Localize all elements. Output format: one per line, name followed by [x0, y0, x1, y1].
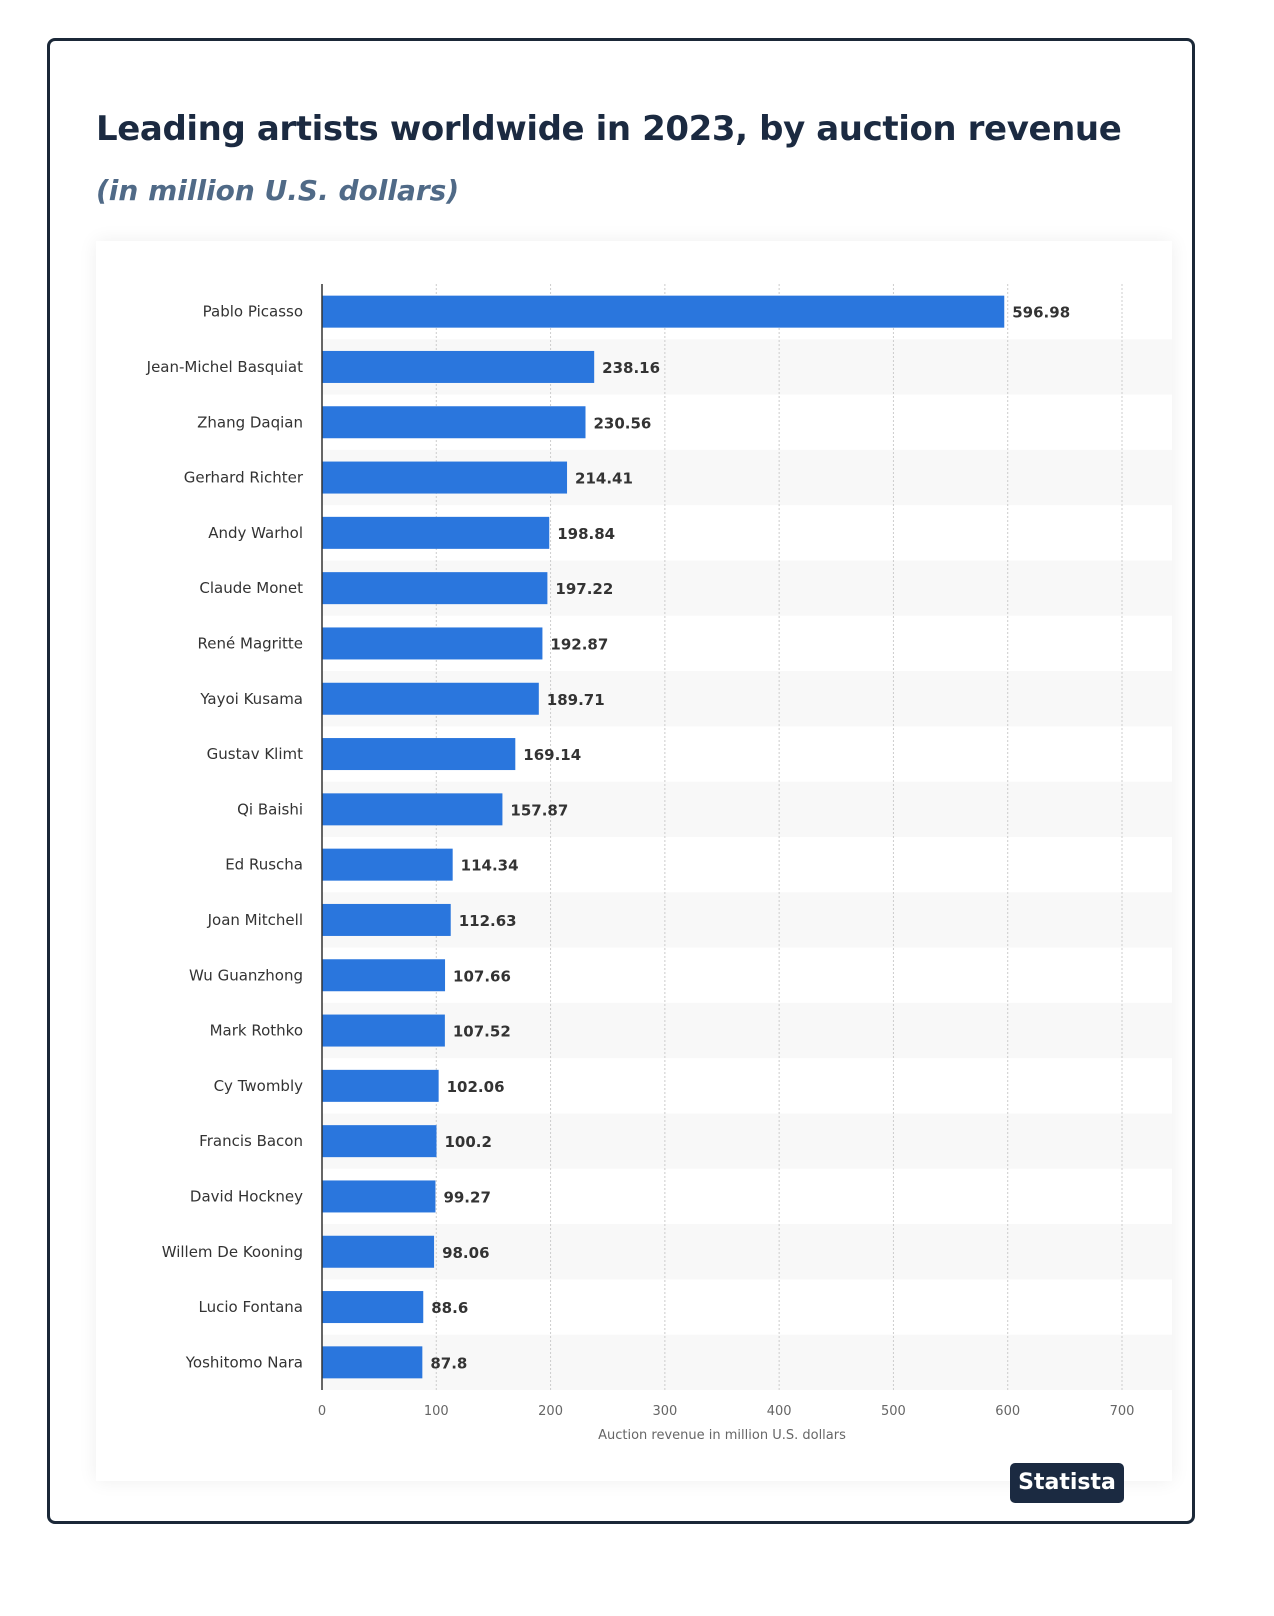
value-label: 238.16 [602, 359, 660, 377]
bar [322, 1346, 423, 1379]
value-label: 100.2 [445, 1133, 492, 1151]
bar [322, 848, 453, 881]
bar [322, 793, 503, 826]
value-label: 98.06 [442, 1244, 489, 1262]
bar [322, 516, 550, 549]
x-tick-label: 400 [767, 1404, 792, 1419]
row-band [322, 1113, 1172, 1169]
bar [322, 903, 451, 936]
category-label: Gustav Klimt [207, 745, 303, 763]
bar [322, 682, 539, 715]
value-label: 157.87 [510, 801, 568, 819]
value-label: 596.98 [1012, 304, 1070, 322]
x-tick-label: 0 [318, 1404, 326, 1419]
bar [322, 572, 548, 605]
category-label: David Hockney [190, 1187, 303, 1205]
chart-panel: Pablo Picasso 596.98 Jean-Michel Basquiat 2… [96, 241, 1172, 1481]
category-label: Pablo Picasso [203, 303, 303, 321]
category-label: Cy Twombly [214, 1077, 304, 1095]
category-label: Francis Bacon [199, 1132, 303, 1150]
value-label: 107.66 [453, 967, 511, 985]
bar [322, 1291, 424, 1324]
bar [322, 295, 1005, 328]
value-label: 99.27 [443, 1188, 490, 1206]
value-label: 87.8 [430, 1354, 467, 1372]
bar [322, 461, 568, 494]
bar [322, 1235, 435, 1268]
x-tick-label: 200 [538, 1404, 563, 1419]
row-band [322, 1224, 1172, 1280]
category-label: Gerhard Richter [184, 469, 304, 487]
row-band [322, 1002, 1172, 1059]
category-label: Yoshitomo Nara [185, 1353, 303, 1371]
x-tick-label: 300 [652, 1404, 677, 1419]
row-band [322, 892, 1172, 948]
bar [322, 1180, 436, 1213]
value-label: 112.63 [459, 912, 517, 930]
bar [322, 406, 586, 439]
category-label: Qi Baishi [237, 800, 303, 818]
category-label: Mark Rothko [210, 1022, 303, 1040]
value-label: 88.6 [431, 1299, 468, 1317]
value-label: 230.56 [593, 414, 651, 432]
bar [322, 959, 446, 992]
value-label: 214.41 [575, 470, 633, 488]
x-tick-label: 700 [1110, 1404, 1135, 1419]
value-label: 107.52 [453, 1023, 511, 1041]
category-label: Joan Mitchell [207, 911, 303, 929]
bar [322, 627, 543, 660]
category-label: Willem De Kooning [162, 1243, 303, 1261]
value-label: 102.06 [447, 1078, 505, 1096]
x-tick-label: 600 [995, 1404, 1020, 1419]
chart-subtitle: (in million U.S. dollars) [96, 174, 460, 207]
chart-card: Leading artists worldwide in 2023, by au… [47, 38, 1195, 1524]
category-label: Ed Ruscha [225, 856, 303, 874]
x-axis-title: Auction revenue in million U.S. dollars [598, 1428, 846, 1443]
value-label: 192.87 [550, 635, 608, 653]
value-label: 197.22 [555, 580, 613, 598]
x-tick-label: 500 [881, 1404, 906, 1419]
value-label: 189.71 [547, 691, 605, 709]
category-label: Andy Warhol [208, 524, 303, 542]
value-label: 114.34 [461, 857, 519, 875]
value-label: 169.14 [523, 746, 581, 764]
value-label: 198.84 [557, 525, 615, 543]
bar [322, 1014, 445, 1047]
category-label: Zhang Daqian [197, 413, 303, 431]
category-label: René Magritte [198, 634, 303, 652]
bar [322, 738, 516, 771]
category-label: Lucio Fontana [198, 1298, 303, 1316]
row-band [322, 1334, 1172, 1390]
category-label: Yayoi Kusama [199, 690, 303, 708]
x-tick-label: 100 [424, 1404, 449, 1419]
chart-title: Leading artists worldwide in 2023, by au… [96, 109, 1122, 149]
category-label: Jean-Michel Basquiat [146, 358, 303, 376]
category-label: Wu Guanzhong [189, 966, 303, 984]
statista-badge[interactable]: Statista [1010, 1463, 1124, 1503]
bar [322, 350, 595, 383]
bar [322, 1125, 437, 1158]
bar-chart: Pablo Picasso 596.98 Jean-Michel Basquiat 2… [146, 284, 1172, 1443]
bar [322, 1069, 439, 1102]
category-label: Claude Monet [199, 579, 303, 597]
